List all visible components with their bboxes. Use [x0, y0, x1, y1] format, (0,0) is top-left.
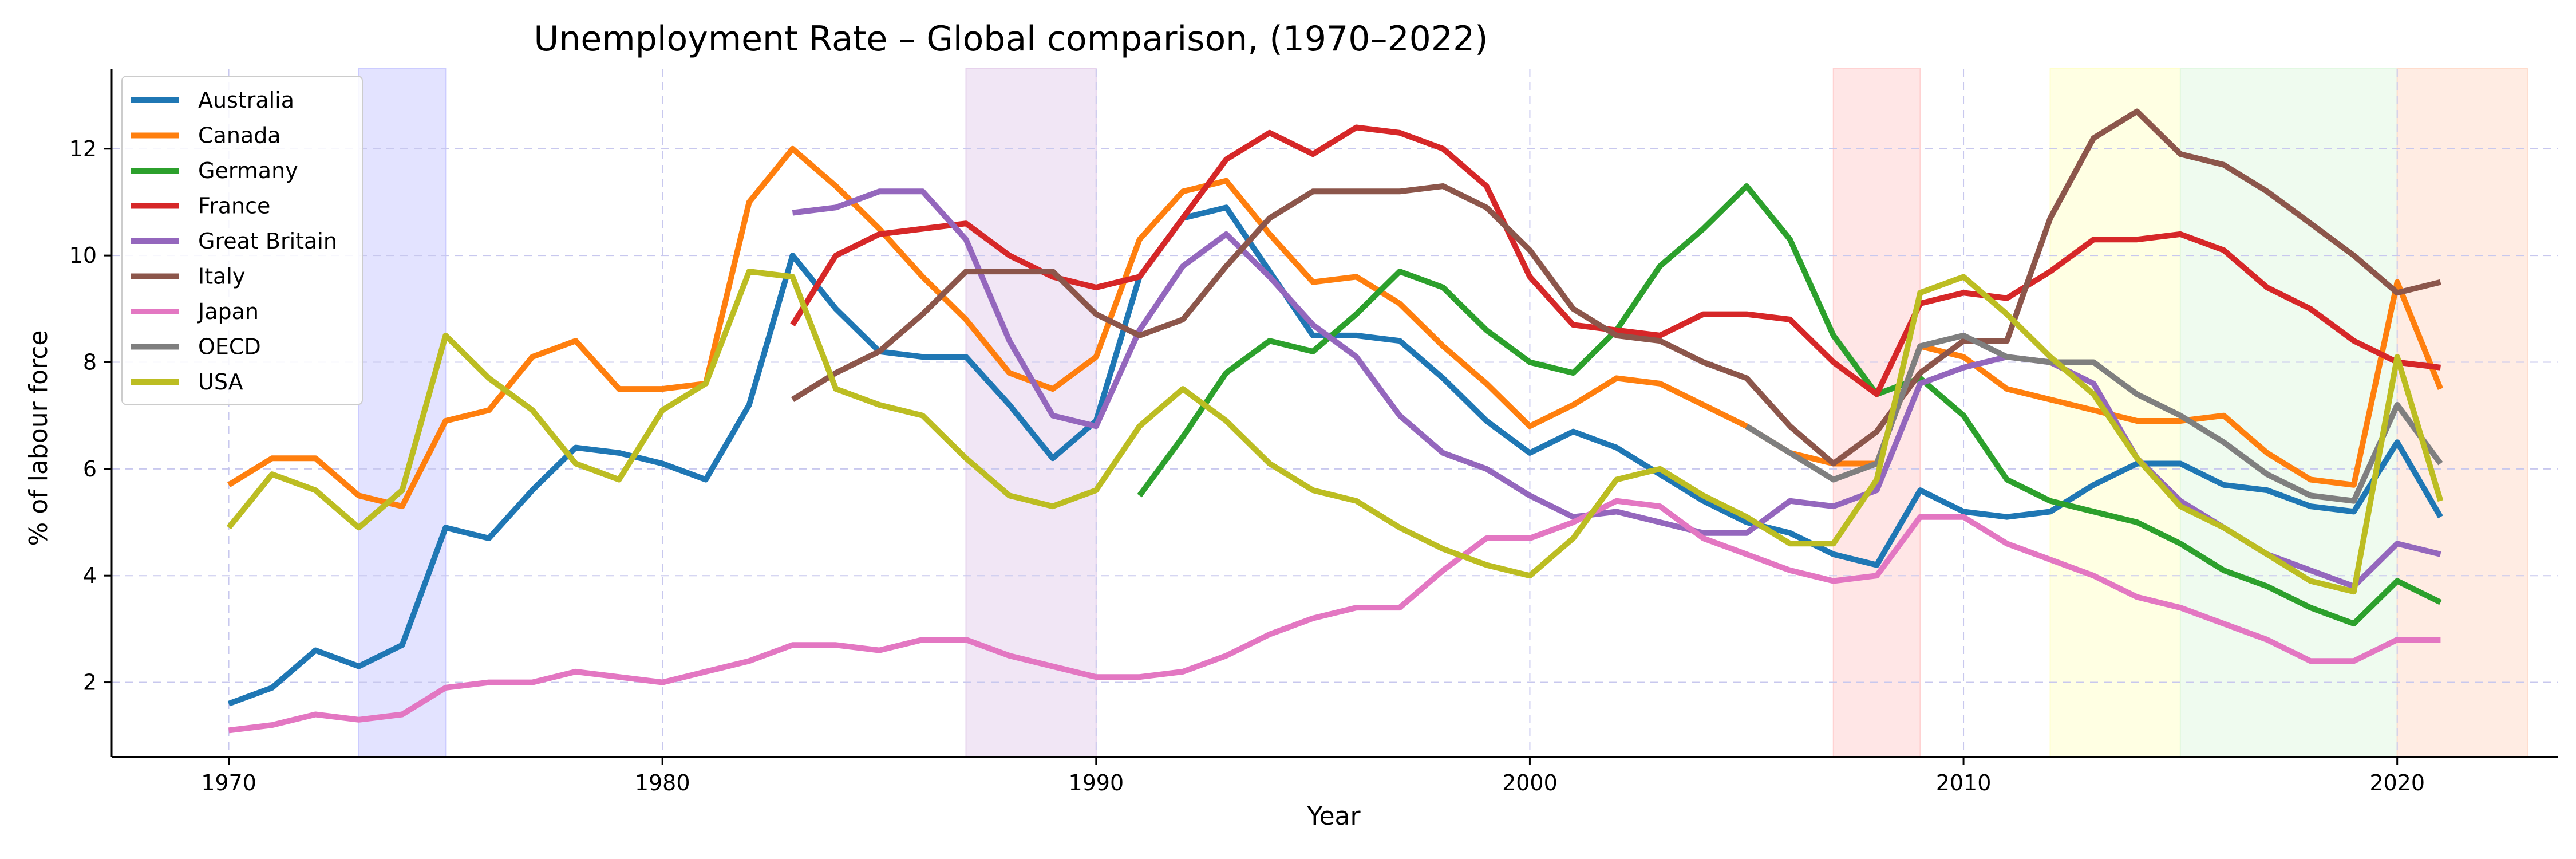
y-axis-label: % of labour force — [24, 330, 53, 546]
legend-label-australia: Australia — [198, 88, 294, 113]
x-tick-label-2000: 2000 — [1502, 770, 1558, 795]
y-tick-label-4: 4 — [83, 563, 97, 588]
series-line-oecd — [1745, 332, 2443, 504]
legend-label-france: France — [198, 194, 270, 219]
x-tick-label-2020: 2020 — [2369, 770, 2425, 795]
tick-labels: 1970 1980 1990 2000 2010 2020 2 4 6 8 10 12 — [69, 136, 2425, 795]
legend-label-canada: Canada — [198, 123, 281, 148]
legend: Australia Canada Germany France Great Britai… — [121, 76, 363, 405]
series-line-germany — [1137, 183, 2442, 627]
shaded-periods — [358, 68, 2528, 758]
x-tick-label-2010: 2010 — [1936, 770, 1992, 795]
y-tick-label-2: 2 — [83, 670, 97, 695]
y-tick-label-10: 10 — [69, 243, 97, 268]
y-tick-label-12: 12 — [69, 136, 97, 161]
series-line-japan — [228, 498, 2441, 734]
x-tick-label-1980: 1980 — [635, 770, 690, 795]
y-tick-label-6: 6 — [83, 456, 97, 482]
legend-box — [121, 76, 363, 405]
series-line-italy — [791, 108, 2441, 467]
shaded-period-4 — [2179, 68, 2398, 758]
legend-label-oecd: OECD — [198, 334, 261, 360]
x-tick-label-1990: 1990 — [1068, 770, 1124, 795]
chart-title: Unemployment Rate – Global comparison, (… — [534, 19, 1488, 59]
legend-label-japan: Japan — [197, 299, 259, 324]
axes — [110, 69, 2558, 758]
shaded-period-1 — [965, 68, 1097, 758]
legend-label-usa: USA — [198, 369, 243, 395]
series-line-usa — [226, 269, 2444, 595]
series-line-canada — [227, 145, 2444, 510]
legend-label-italy: Italy — [198, 264, 245, 289]
series-line-france — [790, 124, 2441, 397]
shaded-period-0 — [358, 68, 447, 758]
series-lines — [226, 108, 2444, 734]
y-tick-label-8: 8 — [83, 349, 97, 375]
legend-label-great-britain: Great Britain — [198, 228, 337, 254]
x-tick-label-1970: 1970 — [201, 770, 256, 795]
x-axis-label: Year — [1306, 802, 1361, 831]
legend-label-germany: Germany — [198, 158, 298, 183]
